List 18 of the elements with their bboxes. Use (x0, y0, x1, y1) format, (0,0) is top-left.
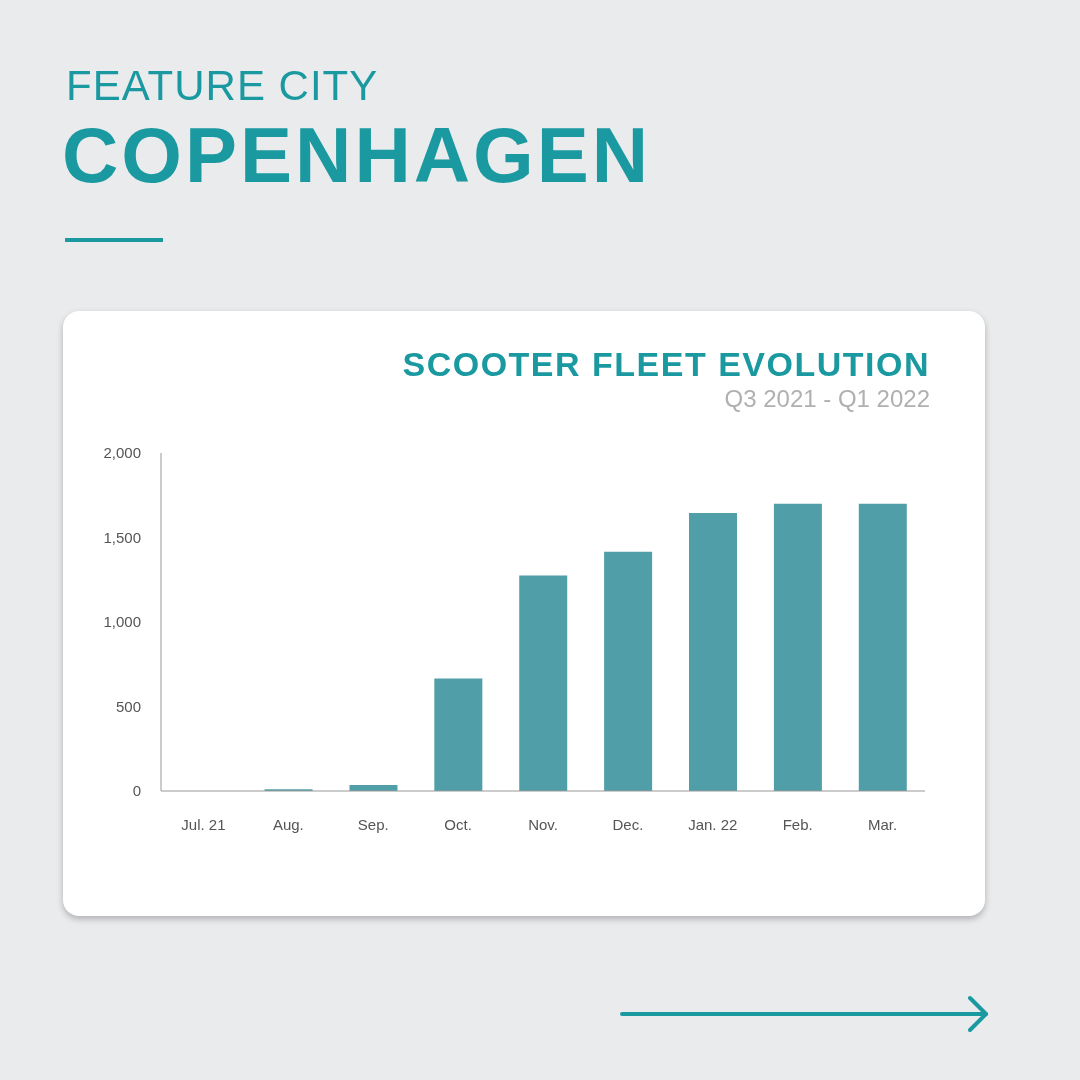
chart-title: SCOOTER FLEET EVOLUTION (402, 345, 930, 384)
x-tick-label: Sep. (357, 815, 389, 833)
chart-subtitle: Q3 2021 - Q1 2022 (724, 385, 930, 413)
x-tick-label: Aug. (272, 815, 304, 833)
y-tick-label: 500 (115, 697, 141, 715)
x-tick-label: Jul. 21 (181, 815, 226, 833)
y-tick-label: 1,000 (103, 613, 141, 631)
x-tick-label: Oct. (444, 815, 472, 833)
y-tick-label: 1,500 (103, 528, 141, 546)
x-tick-label: Feb. (782, 815, 813, 833)
x-tick-label: Dec. (612, 815, 644, 833)
y-tick-label: 2,000 (103, 444, 141, 462)
x-tick-label: Mar. (867, 815, 898, 833)
y-tick-label: 0 (132, 782, 141, 800)
x-tick-label: Jan. 22 (688, 815, 738, 833)
text: COPENHAGEN (62, 110, 652, 201)
x-tick-label: Nov. (528, 815, 558, 833)
text: FEATURE CITY (66, 62, 379, 110)
